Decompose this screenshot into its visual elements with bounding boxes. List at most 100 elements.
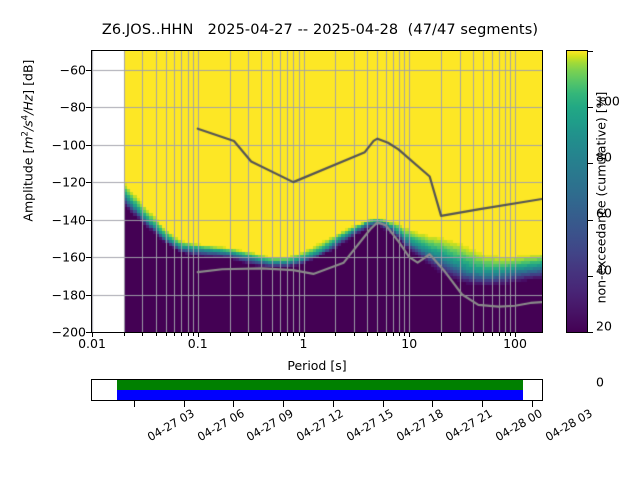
y-tick-label: −120 — [51, 174, 86, 190]
timeline-tick — [233, 401, 235, 407]
colorbar-tick-label: 20 — [596, 318, 612, 334]
colorbar-tick-label: 100 — [596, 93, 620, 109]
y-tick — [86, 107, 91, 109]
x-minor-tick — [335, 333, 337, 336]
timeline-tick — [382, 401, 384, 407]
x-minor-tick — [287, 333, 289, 336]
coverage-bar-blue — [116, 390, 524, 400]
colorbar-ticks: 0 20 40 60 80 100 — [566, 50, 620, 390]
x-tick — [409, 333, 411, 337]
y-tick — [86, 144, 91, 146]
x-minor-tick — [261, 333, 263, 336]
timeline-tick — [133, 401, 135, 407]
timeline-tick-label: 04-27 03 — [144, 406, 197, 444]
y-tick-label: −160 — [51, 249, 86, 265]
colorbar-title: non-exceedance (cumulative) [%] — [593, 91, 609, 304]
timeline-tick — [283, 401, 285, 407]
x-minor-tick — [298, 333, 300, 336]
x-minor-tick — [498, 333, 500, 336]
y-tick — [86, 69, 91, 71]
colorbar-tick — [588, 163, 593, 165]
x-minor-tick — [353, 333, 355, 336]
x-minor-tick — [174, 333, 176, 336]
x-minor-tick — [472, 333, 474, 336]
x-minor-tick — [483, 333, 485, 336]
y-axis-tick-labels: −60 −80 −100 −120 −140 −160 −180 −200 — [20, 50, 86, 339]
x-tick-label: 10 — [401, 336, 418, 351]
y-tick-label: −180 — [51, 287, 86, 303]
ppsd-histogram-canvas — [92, 51, 542, 332]
x-minor-tick — [367, 333, 369, 336]
x-minor-tick — [491, 333, 493, 336]
x-tick — [515, 333, 516, 337]
coverage-bar-green — [116, 380, 524, 390]
x-minor-tick — [280, 333, 282, 336]
x-minor-tick — [187, 333, 189, 336]
timeline-tick-label: 04-27 06 — [194, 406, 247, 444]
y-axis-title: Amplitude [m2/s4/Hz] [dB] — [20, 59, 36, 222]
colorbar-tick-label: 80 — [596, 149, 612, 165]
x-minor-tick — [142, 333, 144, 336]
timeline-tick-label: 04-28 03 — [542, 406, 595, 444]
x-tick — [303, 333, 305, 337]
x-minor-tick — [377, 333, 379, 336]
x-tick-label: 100 — [503, 336, 527, 351]
x-tick — [197, 333, 199, 337]
timeline-tick-label: 04-27 12 — [294, 406, 346, 444]
x-axis-title: Period [s] — [287, 358, 347, 373]
timeline-tick — [432, 401, 434, 407]
x-tick-label: 0.01 — [78, 336, 106, 351]
timeline-tick-label: 04-27 15 — [343, 406, 396, 444]
x-minor-tick — [181, 333, 183, 336]
x-tick-label: 0.1 — [187, 336, 208, 351]
y-tick-label: −200 — [51, 324, 86, 340]
colorbar-tick-label: 40 — [596, 262, 612, 278]
x-minor-tick — [192, 333, 194, 336]
x-minor-tick — [459, 333, 461, 336]
y-tick — [86, 182, 91, 184]
x-minor-tick — [155, 333, 157, 336]
colorbar-tick-label: 60 — [596, 205, 612, 221]
y-tick-label: −80 — [59, 99, 86, 115]
timeline-tick — [531, 401, 533, 407]
x-tick-label: 1 — [299, 336, 308, 351]
x-minor-tick — [271, 333, 273, 336]
timeline-tick — [332, 401, 334, 407]
x-minor-tick — [392, 333, 394, 336]
colorbar-tick — [588, 219, 593, 221]
x-minor-tick — [123, 333, 125, 336]
colorbar-tick — [588, 51, 593, 52]
x-minor-tick — [404, 333, 406, 336]
y-tick — [86, 257, 91, 259]
ppsd-plot-area[interactable] — [91, 50, 543, 333]
x-minor-tick — [510, 333, 512, 336]
x-minor-tick — [229, 333, 231, 336]
coverage-bar — [116, 380, 524, 400]
colorbar-tick — [588, 106, 593, 108]
x-minor-tick — [399, 333, 400, 336]
y-tick — [86, 294, 91, 296]
x-axis-tick-labels: 0.01 0.1 1 10 100 — [78, 336, 543, 356]
x-minor-tick — [248, 333, 250, 336]
timeline-tick-labels: 04-27 03 04-27 06 04-27 09 04-27 12 04-27 15… — [0, 404, 640, 474]
y-tick — [86, 219, 91, 221]
timeline-ticks — [91, 401, 543, 407]
coverage-timeline[interactable] — [91, 379, 543, 401]
y-tick-label: −100 — [51, 137, 86, 153]
colorbar-tick-label: 0 — [596, 374, 604, 390]
timeline-tick-label: 04-28 00 — [492, 406, 545, 444]
colorbar-tick — [588, 276, 593, 278]
y-tick-label: −60 — [59, 62, 86, 78]
timeline-tick — [481, 401, 483, 407]
x-minor-tick — [441, 333, 443, 336]
x-minor-tick — [504, 333, 506, 336]
x-axis-ticks — [91, 333, 543, 338]
x-minor-tick — [293, 333, 295, 336]
x-tick — [92, 333, 93, 337]
y-tick-label: −140 — [51, 212, 86, 228]
page-title: Z6.JOS..HHN 2025-04-27 -- 2025-04-28 (47… — [101, 22, 539, 38]
x-minor-tick — [385, 333, 387, 336]
colorbar — [566, 50, 588, 333]
timeline-tick-label: 04-27 09 — [244, 406, 297, 444]
